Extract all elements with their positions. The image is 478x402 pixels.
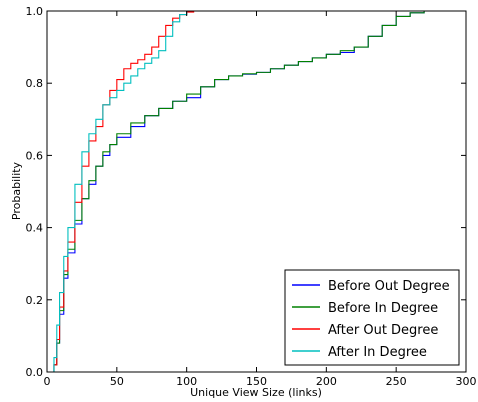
legend-label-4: After In Degree [328,345,427,360]
legend-items: Before Out Degree Before In Degree After O… [292,279,450,360]
x-tick-label: 300 [456,375,477,388]
series-line-2 [47,11,425,373]
x-tick-label: 0 [44,375,51,388]
series-line-4 [47,11,188,373]
y-tick-label: 1.0 [26,5,44,18]
x-axis-label: Unique View Size (links) [190,386,322,399]
legend: Before Out Degree Before In Degree After O… [284,269,460,366]
y-axis-label: Probability [10,161,23,220]
x-tick-label: 50 [110,375,124,388]
x-tick-label: 150 [246,375,267,388]
series-layer [47,10,425,373]
legend-box [284,269,460,366]
y-tick-label: 0.4 [26,222,44,235]
legend-label-2: Before In Degree [328,301,438,316]
legend-label-1: Before Out Degree [328,279,450,294]
legend-label-3: After Out Degree [328,323,438,338]
x-tick-label: 200 [316,375,337,388]
y-tick-label: 0.8 [26,77,44,90]
x-tick-label: 100 [176,375,197,388]
x-tick-label: 250 [386,375,407,388]
ticks-layer: 0 50 100 150 200 250 300 0.0 0.2 0.4 0.6 0.8 1.0 [26,5,477,388]
y-tick-label: 0.0 [26,366,44,379]
y-tick-label: 0.2 [26,294,44,307]
y-tick-label: 0.6 [26,149,44,162]
